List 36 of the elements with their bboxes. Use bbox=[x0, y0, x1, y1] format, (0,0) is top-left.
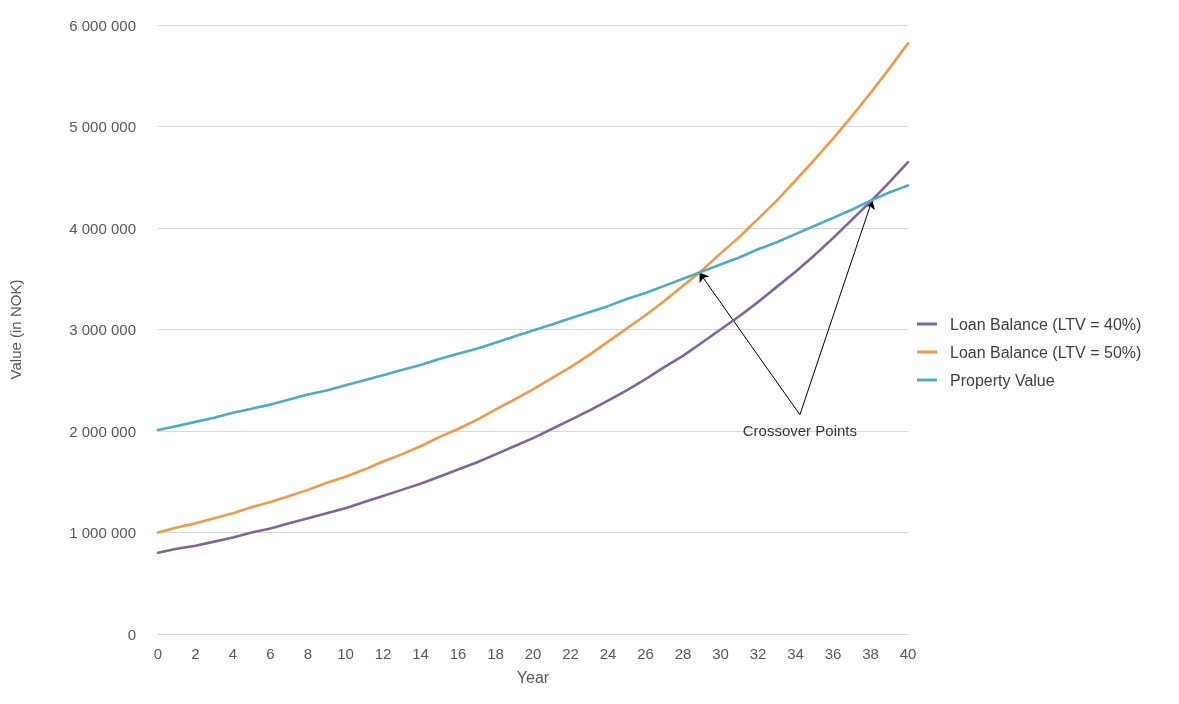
x-tick-label: 4 bbox=[228, 645, 238, 662]
y-tick-label: 6 000 000 bbox=[69, 16, 136, 34]
x-tick-label: 2 bbox=[191, 645, 200, 662]
x-tick-label: 26 bbox=[637, 645, 654, 662]
y-axis-title: Value (in NOK) bbox=[7, 279, 24, 380]
legend-label: Property Value bbox=[950, 371, 1055, 389]
x-tick-label: 6 bbox=[266, 645, 275, 662]
x-tick-label: 22 bbox=[562, 645, 579, 662]
y-tick-label: 5 000 000 bbox=[69, 118, 136, 135]
legend-label: Loan Balance (LTV = 40%) bbox=[950, 315, 1142, 333]
x-tick-label: 0 bbox=[153, 645, 163, 662]
y-tick-label: 0 bbox=[127, 625, 136, 643]
x-tick-label: 28 bbox=[674, 645, 692, 662]
line-series bbox=[156, 160, 910, 555]
x-tick-label: 36 bbox=[824, 645, 842, 662]
y-tick-label: 1 000 000 bbox=[69, 524, 136, 541]
x-tick-label: 20 bbox=[524, 645, 542, 662]
x-tick-label: 34 bbox=[787, 645, 804, 662]
y-tick-label: 3 000 000 bbox=[69, 321, 136, 338]
x-tick-label: 40 bbox=[899, 645, 917, 662]
x-tick-label: 24 bbox=[599, 645, 617, 662]
x-tick-label: 32 bbox=[749, 645, 767, 662]
x-axis-title: Year bbox=[516, 668, 550, 686]
x-tick-label: 30 bbox=[712, 645, 729, 662]
x-tick-label: 12 bbox=[374, 645, 392, 662]
x-tick-label: 18 bbox=[487, 645, 504, 662]
y-tick-label: 2 000 000 bbox=[69, 422, 136, 440]
legend-label: Loan Balance (LTV = 50%) bbox=[950, 343, 1142, 361]
x-tick-label: 8 bbox=[303, 645, 313, 662]
y-tick-label: 4 000 000 bbox=[69, 219, 136, 237]
line-series bbox=[156, 41, 910, 534]
x-tick-label: 38 bbox=[862, 645, 879, 662]
x-tick-label: 10 bbox=[337, 645, 354, 662]
annotation: Crossover Points bbox=[742, 421, 857, 439]
x-tick-label: 16 bbox=[449, 645, 467, 662]
x-tick-label: 14 bbox=[412, 645, 429, 662]
